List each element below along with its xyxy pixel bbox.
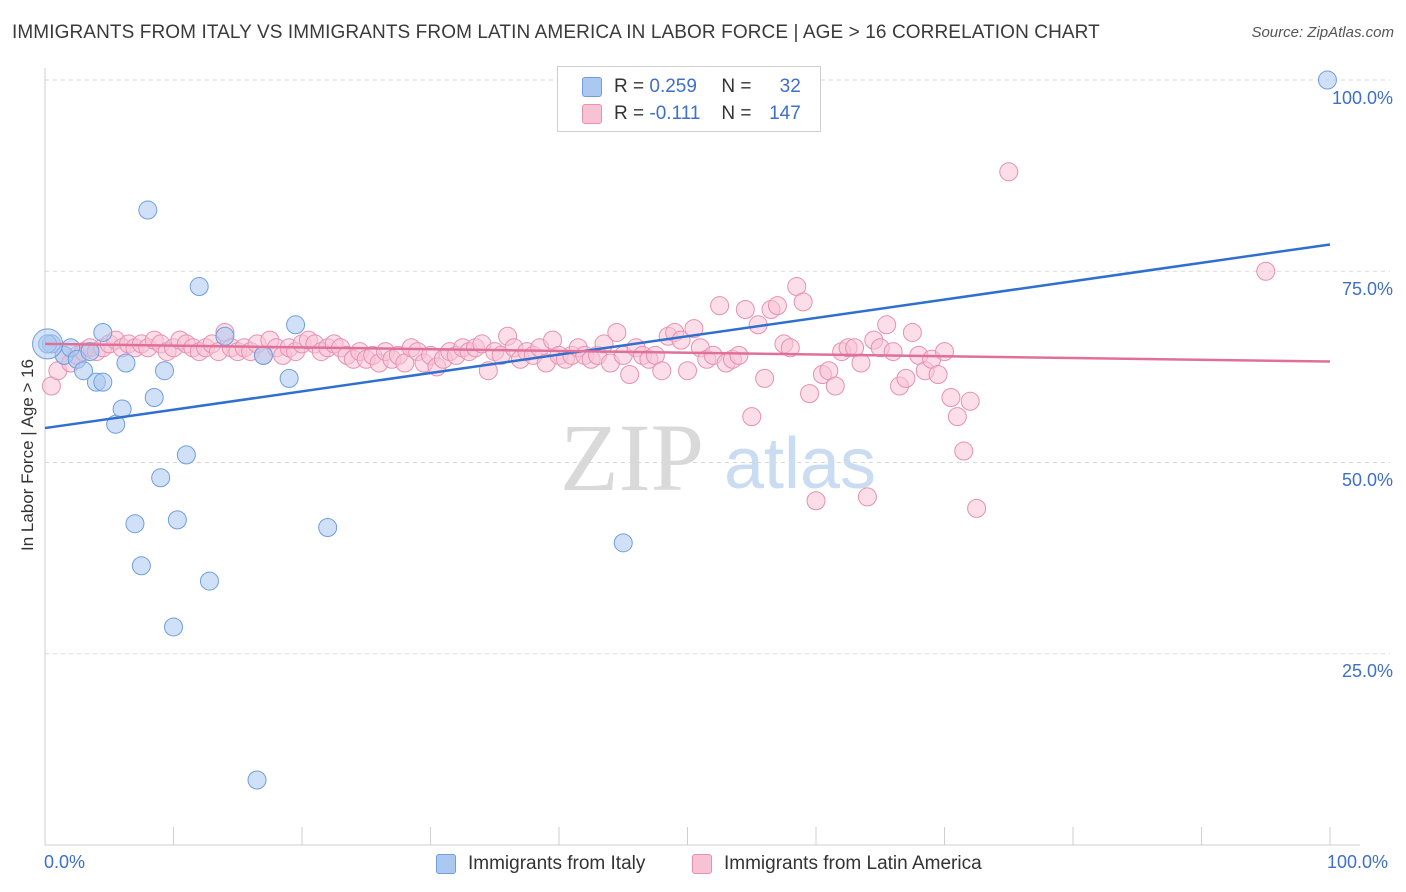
legend-n-value: 32	[779, 76, 801, 97]
latin-america-point	[851, 353, 871, 373]
y-axis-label: In Labor Force | Age > 16	[18, 358, 37, 552]
italy-point	[286, 315, 306, 335]
trend-lines	[44, 243, 1331, 430]
italy-point	[167, 510, 187, 530]
latin-america-point	[735, 300, 755, 319]
italy-point	[253, 345, 273, 365]
legend-swatch-latin-america	[692, 854, 712, 874]
latin-america-point	[767, 296, 787, 316]
latin-america-point	[607, 322, 627, 342]
correlation-legend: R = 0.259 N = 32 R = -0.111 N = 147	[557, 66, 821, 132]
chart-title: IMMIGRANTS FROM ITALY VS IMMIGRANTS FROM…	[12, 22, 1100, 43]
latin-america-point	[967, 498, 987, 518]
latin-america-trend-line	[44, 342, 1331, 363]
latin-america-point	[1256, 261, 1276, 281]
italy-trend-line	[44, 243, 1331, 430]
italy-point	[80, 342, 100, 362]
latin-america-point	[857, 487, 877, 507]
legend-swatch-italy	[582, 77, 602, 97]
latin-america-point	[825, 376, 845, 396]
legend-swatch-latin-america	[582, 104, 602, 124]
italy-point	[138, 200, 158, 220]
latin-america-point	[935, 342, 954, 362]
italy-point	[279, 368, 299, 388]
legend-r-value: -0.111	[649, 103, 701, 124]
latin-america-point	[806, 491, 826, 511]
latin-america-point	[877, 315, 897, 335]
watermark-atlas: atlas	[724, 424, 876, 504]
gridlines	[45, 79, 1390, 655]
latin-america-point	[883, 342, 903, 362]
latin-america-point	[678, 361, 697, 381]
legend-n-label: N =	[721, 103, 752, 124]
y-tick-label: 50.0%	[1341, 470, 1393, 490]
latin-america-point	[620, 365, 640, 385]
latin-america-point	[896, 368, 916, 388]
italy-point	[151, 468, 171, 488]
legend-r-value: 0.259	[649, 76, 697, 97]
axes	[44, 68, 1360, 846]
legend-item-latin-america: Immigrants from Latin America	[692, 851, 982, 877]
legend-row-latin-america: R = -0.111 N = 147	[582, 101, 801, 127]
latin-america-point	[755, 368, 775, 388]
latin-america-point	[960, 391, 980, 411]
italy-point	[93, 372, 113, 392]
y-tick-label: 100.0%	[1331, 88, 1393, 108]
legend-item-italy: Immigrants from Italy	[436, 851, 645, 877]
latin-america-point	[947, 407, 967, 427]
legend-n-value: 147	[769, 103, 801, 124]
y-tick-label: 75.0%	[1341, 279, 1393, 299]
italy-point	[116, 353, 136, 373]
latin-america-point	[729, 345, 749, 365]
latin-america-point	[954, 441, 974, 461]
latin-america-point	[941, 387, 961, 407]
latin-america-point	[800, 384, 820, 404]
italy-point	[199, 571, 219, 591]
italy-point	[131, 556, 151, 576]
legend-r-label: R =	[614, 76, 645, 97]
x-tick-label: 0.0%	[44, 852, 86, 872]
x-tick-label: 100.0%	[1327, 852, 1389, 872]
italy-point	[144, 387, 164, 407]
latin-america-point	[902, 322, 922, 342]
latin-america-point	[684, 319, 704, 339]
italy-point	[247, 770, 267, 790]
italy-point	[189, 277, 209, 297]
latin-america-point	[710, 296, 730, 316]
italy-point	[1317, 70, 1337, 90]
legend-row-italy: R = 0.259 N = 32	[582, 74, 801, 100]
legend-label-latin-america: Immigrants from Latin America	[724, 853, 982, 874]
italy-point	[164, 617, 183, 637]
legend-n-label: N =	[721, 76, 752, 97]
italy-point	[613, 533, 633, 553]
latin-america-point	[793, 292, 813, 312]
watermark: ZIP atlas	[560, 404, 876, 511]
latin-america-point	[652, 361, 672, 381]
italy-point	[176, 445, 196, 465]
latin-america-point	[999, 162, 1019, 182]
italy-point	[74, 361, 94, 381]
latin-america-point	[780, 338, 800, 358]
source-note: Source: ZipAtlas.com	[1251, 24, 1394, 41]
watermark-zip: ZIP	[560, 404, 704, 511]
y-tick-label: 25.0%	[1341, 661, 1393, 681]
italy-point	[125, 514, 145, 534]
latin-america-point	[742, 407, 762, 427]
legend-r-label: R =	[614, 103, 645, 124]
legend-swatch-italy	[436, 854, 456, 874]
italy-point	[215, 326, 235, 346]
legend-label-italy: Immigrants from Italy	[468, 853, 646, 874]
latin-america-point	[928, 365, 948, 385]
italy-point	[155, 361, 175, 381]
italy-point	[93, 322, 113, 342]
italy-point	[318, 518, 338, 538]
